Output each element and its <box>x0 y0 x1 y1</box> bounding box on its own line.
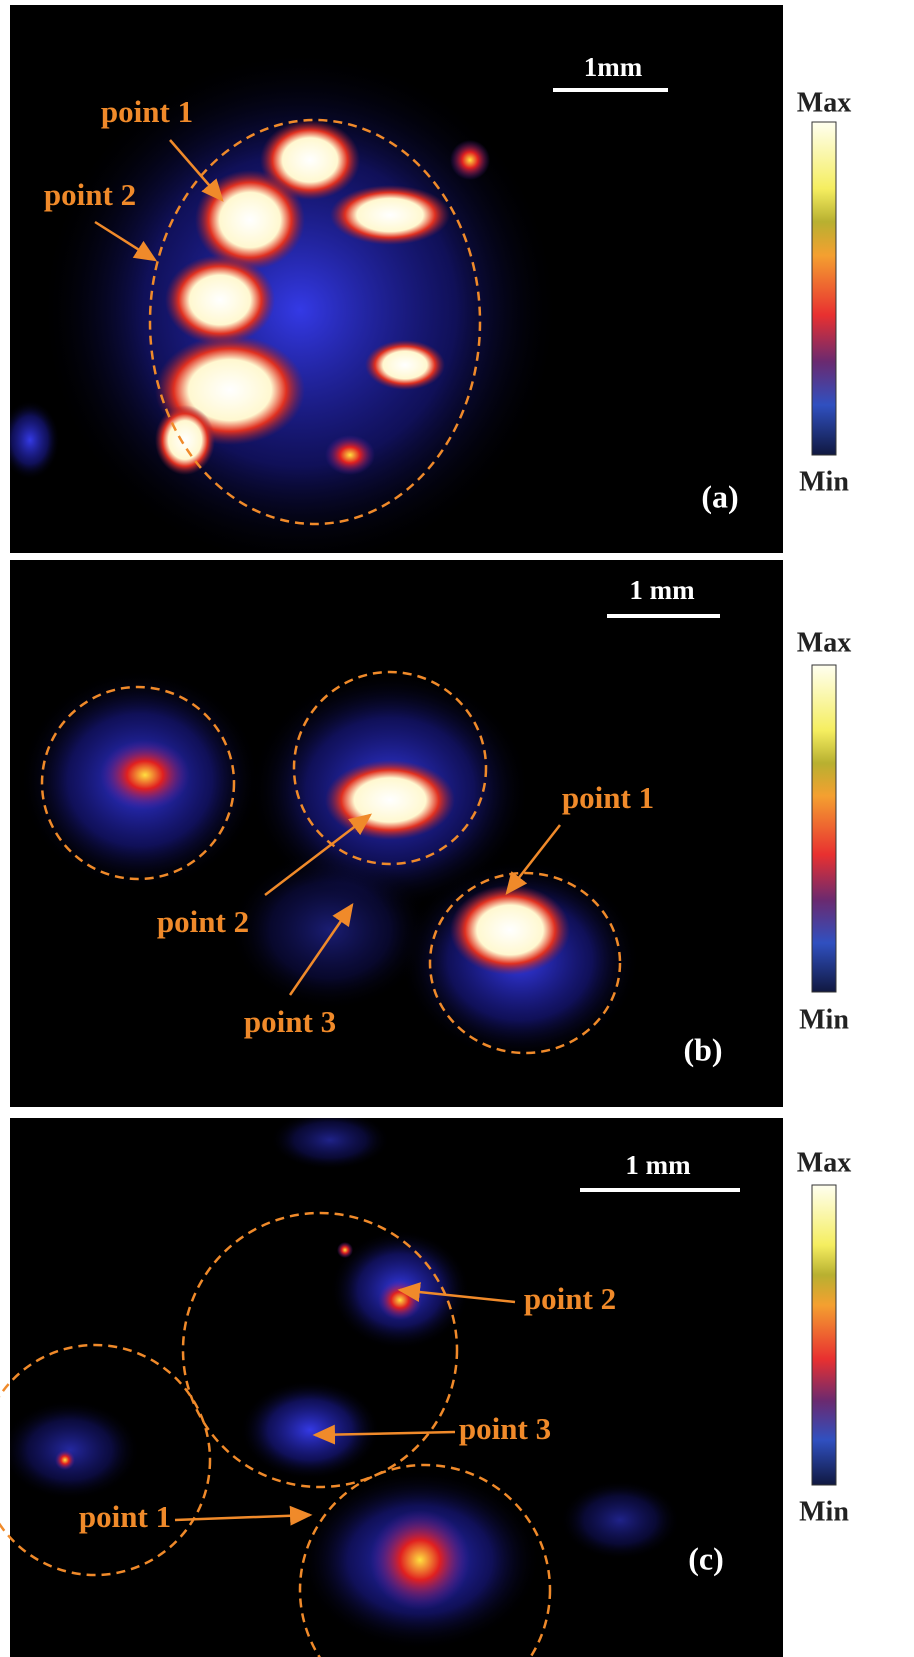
colorbar <box>812 1185 836 1485</box>
colorbar-min: Min <box>799 466 849 497</box>
scale-bar-label: 1mm <box>584 52 643 82</box>
colorbar-min: Min <box>799 1496 849 1527</box>
colorbar <box>812 122 836 455</box>
figure: 1mm (a) point 1 point 2 Max Min 1 mm (b)… <box>0 0 914 1657</box>
panel-label: (c) <box>688 1540 724 1576</box>
colorbar-max: Max <box>797 87 851 118</box>
scale-bar-label: 1 mm <box>625 1150 691 1180</box>
colorbar-max: Max <box>797 1147 851 1178</box>
annotation: point 2 <box>44 177 136 212</box>
annotation: point 1 <box>101 94 193 129</box>
panel-a: 1mm (a) point 1 point 2 Max Min <box>0 5 851 570</box>
colorbar <box>812 665 836 992</box>
panel-c: 1 mm (c) point 2 point 3 point 1 Max Min <box>0 1110 851 1657</box>
annotation: point 1 <box>562 780 654 815</box>
colorbar-max: Max <box>797 627 851 658</box>
panel-label: (a) <box>701 478 738 514</box>
annotation: point 3 <box>459 1411 551 1446</box>
scale-bar-label: 1 mm <box>629 575 695 605</box>
annotation: point 1 <box>79 1499 171 1534</box>
panel-label: (b) <box>683 1031 722 1067</box>
annotation: point 2 <box>524 1281 616 1316</box>
annotation: point 3 <box>244 1004 336 1039</box>
colorbar-min: Min <box>799 1004 849 1035</box>
annotation: point 2 <box>157 904 249 939</box>
panel-b: 1 mm (b) point 1 point 2 point 3 Max Min <box>10 560 851 1107</box>
